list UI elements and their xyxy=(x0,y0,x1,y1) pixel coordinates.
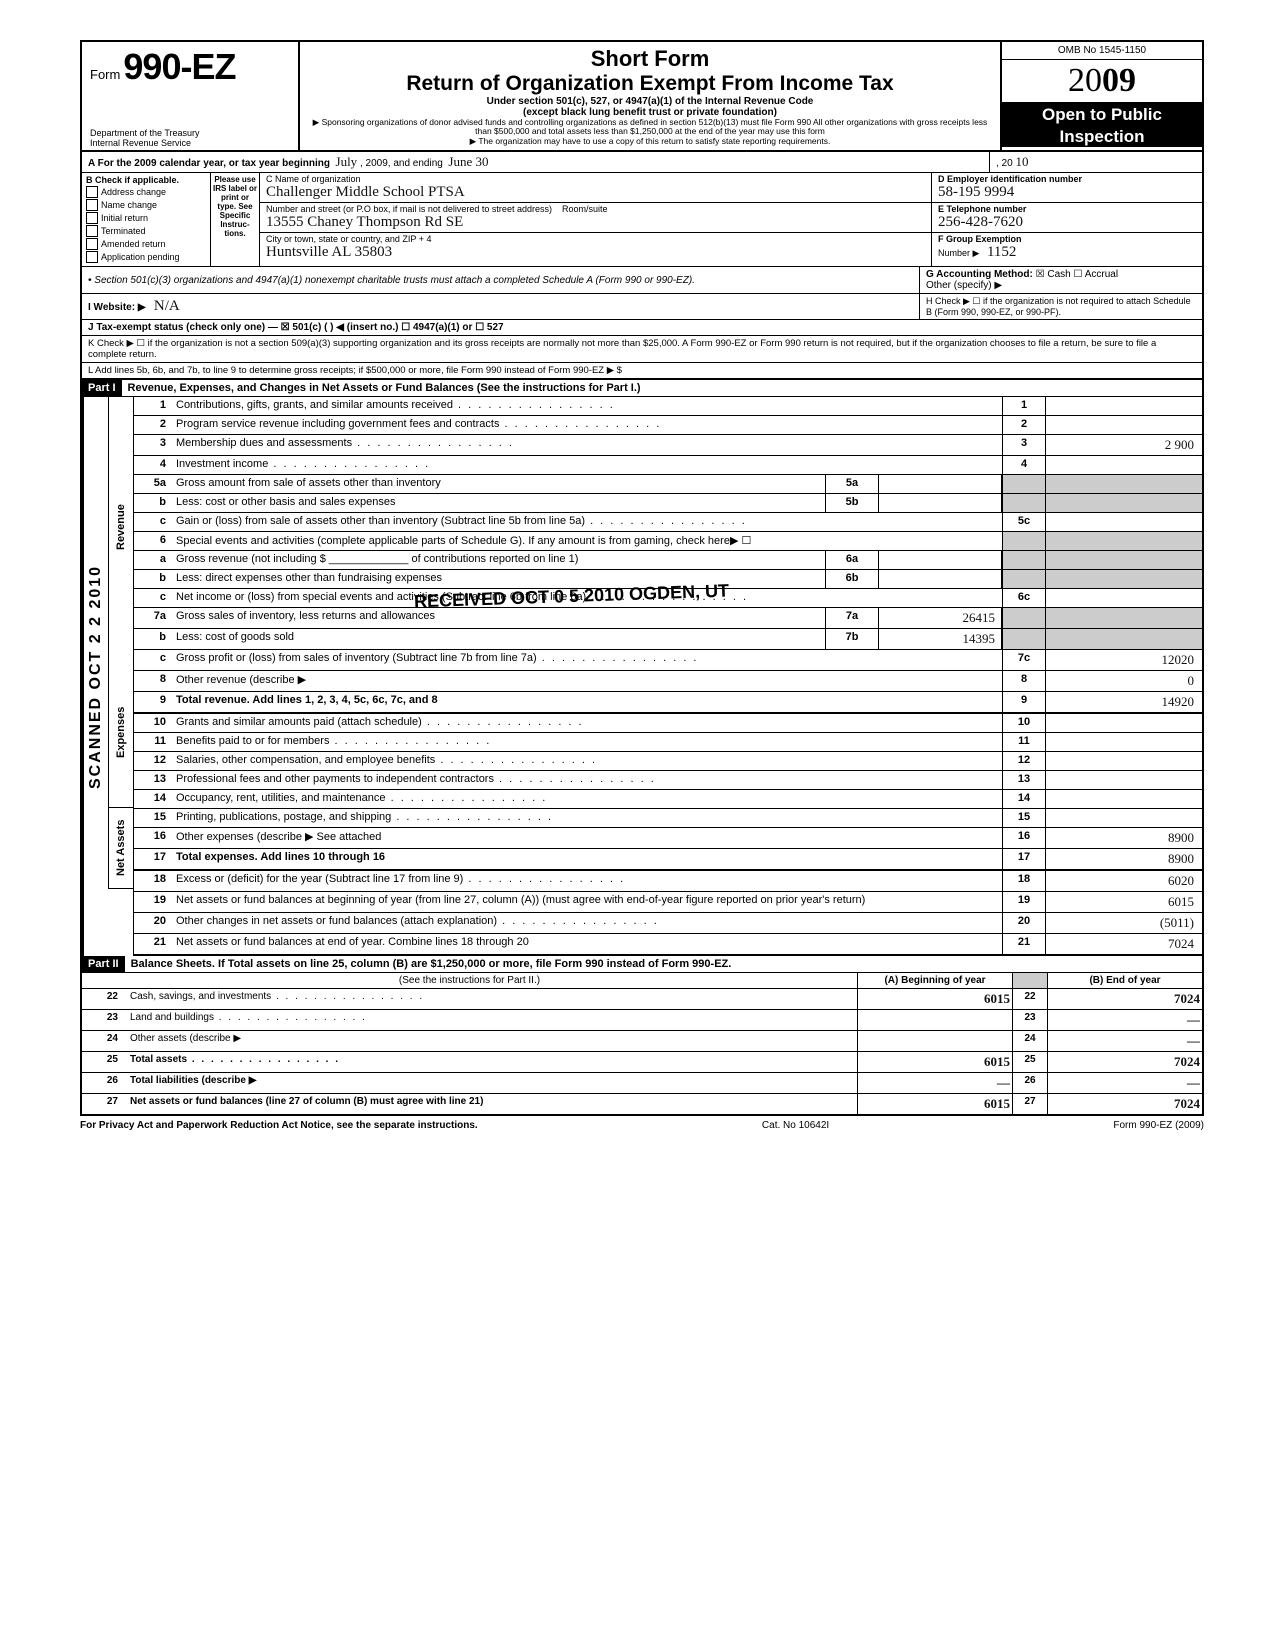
chk-name-change[interactable]: Name change xyxy=(86,199,206,211)
open-to-public: Open to Public xyxy=(1002,103,1202,127)
please-label: Please use IRS label or print or type. S… xyxy=(211,173,260,266)
side-expenses: Expenses xyxy=(108,657,133,808)
block-bcdef: B Check if applicable. Address change Na… xyxy=(82,173,1202,267)
line-j-text: J Tax-exempt status (check only one) — ☒… xyxy=(88,322,504,333)
year-bold: 09 xyxy=(1102,62,1136,99)
f-label2: Number ▶ xyxy=(938,248,979,258)
part2-see: (See the instructions for Part II.) xyxy=(82,973,857,988)
website-label: I Website: ▶ xyxy=(88,302,146,313)
g-label: G Accounting Method: xyxy=(926,269,1033,280)
line-l: L Add lines 5b, 6b, and 7b, to line 9 to… xyxy=(82,363,1202,380)
sec501-bullet: • Section 501(c)(3) organizations and 49… xyxy=(88,275,695,286)
c-addr-label: Number and street (or P.O box, if mail i… xyxy=(266,204,552,214)
header-mid: Short Form Return of Organization Exempt… xyxy=(300,42,1002,150)
form-prefix: Form xyxy=(90,67,120,82)
chk-initial-return[interactable]: Initial return xyxy=(86,212,206,224)
copy-note: ▶ The organization may have to use a cop… xyxy=(306,137,994,146)
line-a-mid: , 2009, and ending xyxy=(360,158,443,169)
d-label: D Employer identification number xyxy=(938,174,1082,184)
line-j: J Tax-exempt status (check only one) — ☒… xyxy=(82,320,1202,336)
part2-col-a: (A) Beginning of year xyxy=(857,973,1012,988)
h-label: H Check ▶ ☐ if the organization is not r… xyxy=(919,294,1196,319)
short-form-title: Short Form xyxy=(306,46,994,72)
g-other: Other (specify) ▶ xyxy=(926,280,1002,291)
side-revenue: Revenue xyxy=(108,397,133,657)
dept-irs: Internal Revenue Service xyxy=(90,138,200,148)
side-netassets: Net Assets xyxy=(108,808,133,889)
part1-body: SCANNED OCT 2 2 2010 Revenue Expenses Ne… xyxy=(82,397,1202,956)
line-a-label: A For the 2009 calendar year, or tax yea… xyxy=(88,158,330,169)
part2-label: Part II xyxy=(82,956,125,972)
c-addr-value: 13555 Chaney Thompson Rd SE xyxy=(266,214,463,230)
part1-title: Revenue, Expenses, and Changes in Net As… xyxy=(122,380,647,396)
c-city-value: Huntsville AL 35803 xyxy=(266,244,392,260)
c-room-label: Room/suite xyxy=(562,204,608,214)
footer: For Privacy Act and Paperwork Reduction … xyxy=(80,1116,1204,1131)
line-a: A For the 2009 calendar year, or tax yea… xyxy=(82,152,1202,173)
omb-number: OMB No 1545-1150 xyxy=(1002,42,1202,60)
line-a-yr: 10 xyxy=(1015,154,1028,169)
chk-pending[interactable]: Application pending xyxy=(86,251,206,263)
scanned-stamp: SCANNED OCT 2 2 2010 xyxy=(82,397,108,956)
header: Form 990-EZ Department of the Treasury I… xyxy=(82,42,1202,152)
subtitle-1: Under section 501(c), 527, or 4947(a)(1)… xyxy=(306,96,994,107)
website-value: N/A xyxy=(154,298,180,314)
line-a-end: June 30 xyxy=(448,154,488,169)
c-name-label: C Name of organization xyxy=(266,174,361,184)
part2-colheads: (See the instructions for Part II.) (A) … xyxy=(82,973,1202,989)
section-501-g: • Section 501(c)(3) organizations and 49… xyxy=(82,267,1202,294)
footer-privacy: For Privacy Act and Paperwork Reduction … xyxy=(80,1120,478,1131)
e-value: 256-428-7620 xyxy=(938,214,1023,230)
g-accrual: Accrual xyxy=(1085,269,1118,280)
return-title: Return of Organization Exempt From Incom… xyxy=(306,72,994,96)
tax-year: 2009 xyxy=(1002,60,1202,103)
sponsor-note: ▶ Sponsoring organizations of donor advi… xyxy=(306,118,994,137)
f-label: F Group Exemption xyxy=(938,234,1022,244)
c-city-label: City or town, state or country, and ZIP … xyxy=(266,234,432,244)
part1-header: Part I Revenue, Expenses, and Changes in… xyxy=(82,380,1202,397)
f-value: 1152 xyxy=(987,244,1016,260)
g-cash: Cash xyxy=(1047,269,1070,280)
year-prefix: 20 xyxy=(1068,62,1102,99)
chk-address-change[interactable]: Address change xyxy=(86,186,206,198)
part2-header: Part II Balance Sheets. If Total assets … xyxy=(82,956,1202,973)
line-k: K Check ▶ ☐ if the organization is not a… xyxy=(82,336,1202,363)
form-number: 990-EZ xyxy=(123,46,235,87)
block-b-label: B Check if applicable. xyxy=(86,175,179,185)
footer-cat: Cat. No 10642I xyxy=(762,1120,829,1131)
website-h: I Website: ▶ N/A H Check ▶ ☐ if the orga… xyxy=(82,294,1202,320)
form-990ez: Form 990-EZ Department of the Treasury I… xyxy=(80,40,1204,1116)
e-label: E Telephone number xyxy=(938,204,1026,214)
part1-lines: RECEIVED OCT 0 5 2010 OGDEN, UT 1Contrib… xyxy=(134,397,1202,956)
header-left: Form 990-EZ Department of the Treasury I… xyxy=(82,42,300,150)
dept-treasury: Department of the Treasury xyxy=(90,128,200,138)
part2-col-b: (B) End of year xyxy=(1047,973,1202,988)
c-name-value: Challenger Middle School PTSA xyxy=(266,184,465,200)
line-a-begin: July xyxy=(336,154,358,169)
chk-terminated[interactable]: Terminated xyxy=(86,225,206,237)
part1-label: Part I xyxy=(82,380,122,396)
footer-form: Form 990-EZ (2009) xyxy=(1113,1120,1204,1131)
d-value: 58-195 9994 xyxy=(938,184,1014,200)
part2-title: Balance Sheets. If Total assets on line … xyxy=(125,956,738,972)
header-right: OMB No 1545-1150 2009 Open to Public Ins… xyxy=(1002,42,1202,150)
block-b: B Check if applicable. Address change Na… xyxy=(82,173,211,266)
chk-amended[interactable]: Amended return xyxy=(86,238,206,250)
line-a-yr-label: , 20 xyxy=(996,158,1013,169)
block-c: C Name of organization Challenger Middle… xyxy=(260,173,931,266)
inspection: Inspection xyxy=(1002,127,1202,147)
block-def: D Employer identification number 58-195 … xyxy=(931,173,1202,266)
